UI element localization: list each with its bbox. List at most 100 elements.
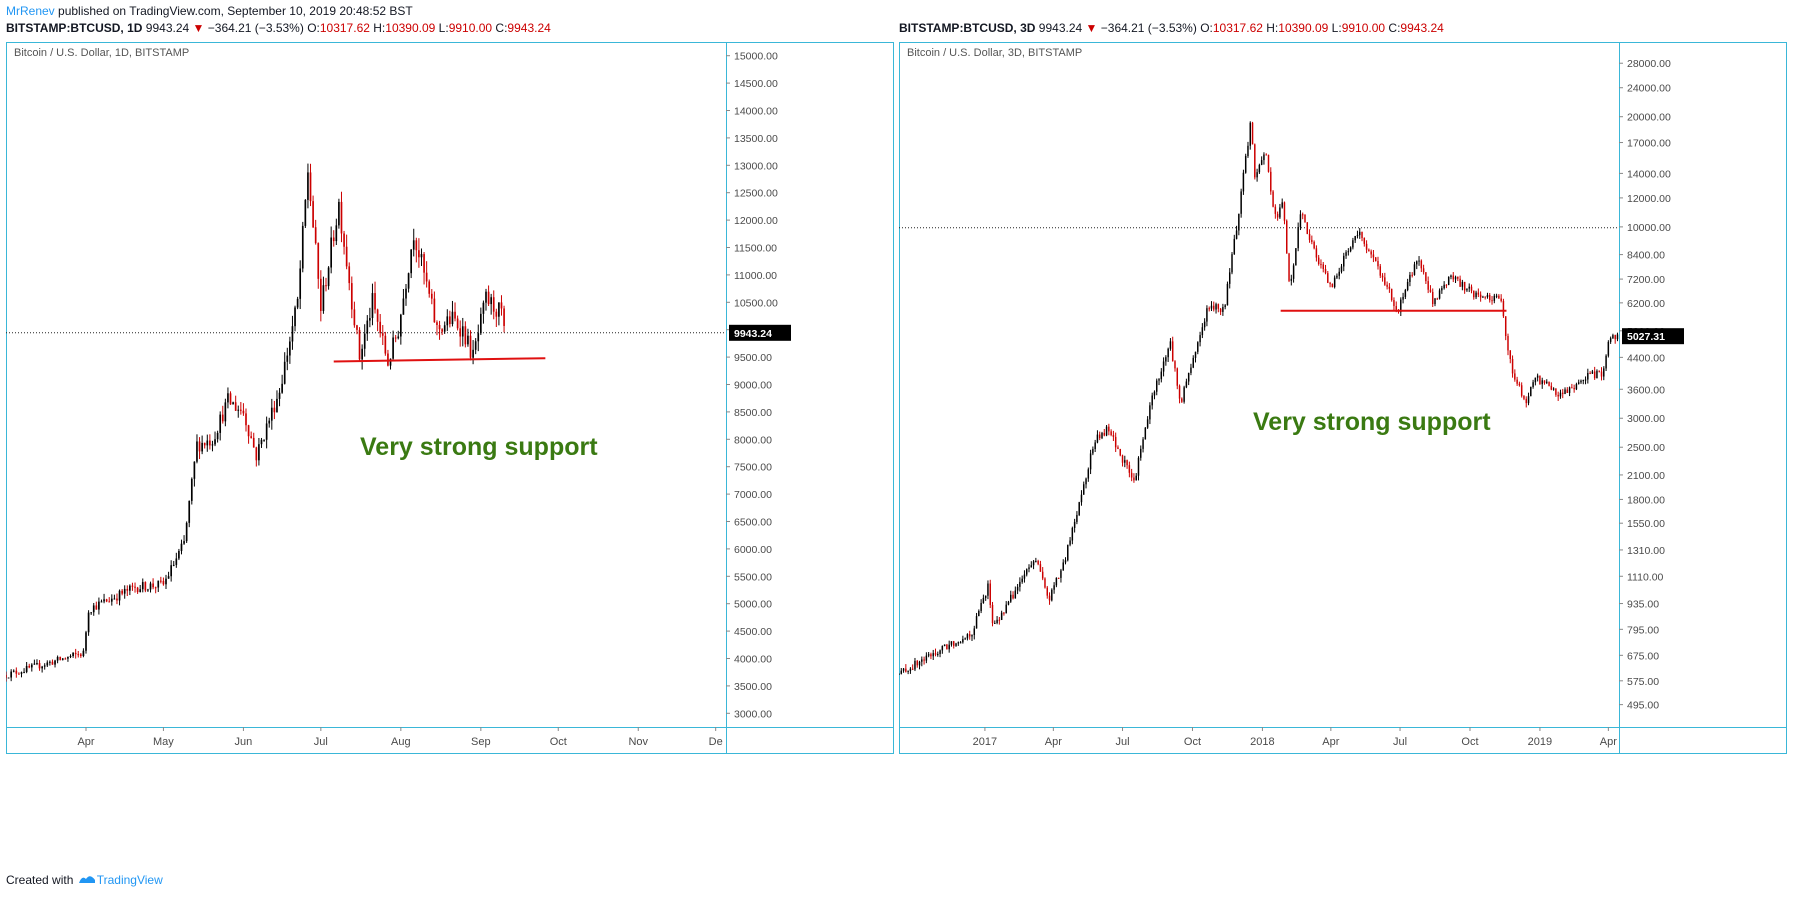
candle [1322, 264, 1324, 270]
candle [410, 249, 412, 274]
candle [902, 668, 905, 671]
candle [1461, 281, 1464, 287]
candle [1331, 283, 1334, 288]
candle [1046, 587, 1048, 596]
candle [67, 656, 69, 659]
x-tick-label: Jul [1115, 736, 1129, 748]
candle [1484, 296, 1486, 298]
candle [286, 355, 289, 362]
candle [1126, 460, 1128, 466]
close-value: 9943.24 [1400, 21, 1444, 35]
candle [474, 341, 477, 350]
candle [1021, 578, 1023, 582]
y-tick-label: 3000.00 [734, 708, 772, 720]
candle [907, 670, 909, 672]
candle [1274, 206, 1277, 214]
candle [175, 558, 178, 565]
y-tick-label: 8400.00 [1627, 250, 1665, 262]
y-tick-label: 14000.00 [734, 106, 778, 118]
y-tick-label: 13500.00 [734, 133, 778, 145]
candle [1457, 276, 1459, 279]
candle [90, 612, 92, 614]
candle [1313, 241, 1315, 249]
candle [43, 665, 46, 667]
chart-panel-1d[interactable]: Bitcoin / U.S. Dollar, 1D, BITSTAMP 3000.… [6, 42, 894, 862]
candle [1358, 231, 1361, 236]
candle [1117, 447, 1119, 450]
candle [389, 358, 392, 366]
candle [968, 634, 971, 637]
candle [1005, 604, 1007, 614]
candle [371, 293, 374, 319]
x-tick-label: De [709, 736, 723, 748]
chart-frame [899, 42, 1787, 754]
candle [95, 605, 98, 610]
candle [1543, 380, 1546, 384]
candle [1493, 295, 1496, 301]
candle [121, 590, 123, 594]
candle [307, 172, 309, 200]
candle [971, 635, 973, 637]
candle [1039, 564, 1042, 572]
candle [338, 201, 340, 226]
candle [1181, 398, 1183, 402]
chart-panel-3d[interactable]: Bitcoin / U.S. Dollar, 3D, BITSTAMP 495.0… [899, 42, 1787, 862]
candle [987, 583, 989, 596]
candle [1379, 266, 1382, 276]
candle [1283, 202, 1286, 221]
candle [1454, 276, 1457, 280]
candle [361, 348, 363, 360]
candle [500, 302, 503, 309]
y-tick-label: 495.00 [1627, 700, 1659, 712]
candle [1194, 351, 1197, 358]
y-tick-label: 2100.00 [1627, 470, 1665, 482]
candle [1386, 284, 1388, 287]
candle [994, 622, 996, 624]
candle [1096, 434, 1099, 443]
candle [1007, 601, 1010, 605]
y-tick-label: 4000.00 [734, 654, 772, 666]
candle [1482, 296, 1484, 298]
candle [1429, 289, 1432, 292]
candle [433, 298, 436, 323]
candle [23, 671, 25, 673]
candle [152, 583, 154, 588]
y-tick-label: 28000.00 [1627, 58, 1671, 70]
candle [1400, 299, 1402, 313]
candle [188, 500, 191, 523]
candle [1071, 527, 1074, 541]
candle [1514, 373, 1516, 380]
candle [1247, 145, 1249, 156]
candle [1025, 569, 1028, 575]
candle [6, 674, 7, 678]
candle [1242, 172, 1245, 192]
candle [1288, 253, 1290, 281]
candle [1452, 275, 1454, 280]
candle [59, 656, 62, 660]
author-link[interactable]: MrRenev [6, 4, 55, 18]
candle [255, 447, 258, 461]
candle [54, 660, 56, 665]
candle [206, 440, 209, 446]
candle [1498, 295, 1500, 299]
candle [1418, 260, 1420, 262]
candle [1324, 269, 1327, 274]
y-tick-label: 24000.00 [1627, 83, 1671, 95]
candle [183, 541, 185, 544]
candle [1304, 214, 1306, 223]
candle [1121, 455, 1124, 463]
candle [170, 565, 172, 577]
y-tick-label: 14500.00 [734, 78, 778, 90]
candle [1162, 361, 1165, 372]
candle [131, 585, 134, 587]
last-price: 9943.24 [145, 21, 190, 35]
candle [1591, 371, 1594, 374]
tradingview-link[interactable]: TradingView [96, 873, 163, 887]
candle [1486, 295, 1489, 298]
candle [221, 414, 224, 422]
candle [441, 329, 443, 332]
support-annotation: Very strong support [1253, 408, 1491, 436]
candle [914, 660, 916, 670]
candle [1299, 214, 1302, 228]
candle [1178, 385, 1181, 399]
